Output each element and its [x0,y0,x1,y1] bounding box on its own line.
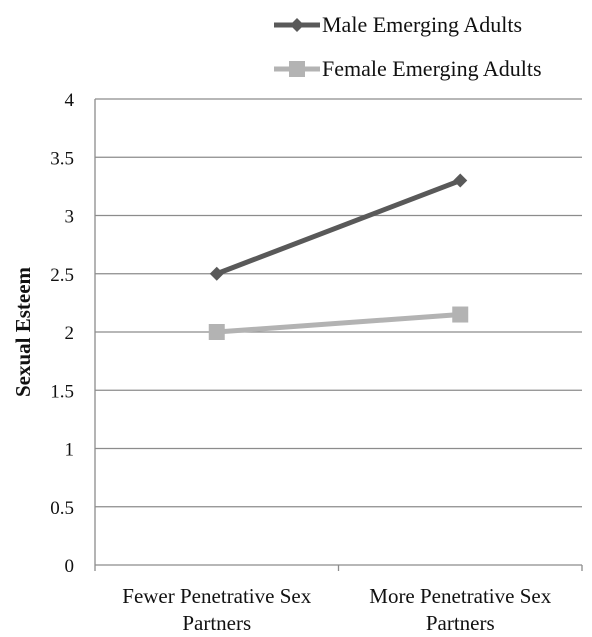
legend-marker [290,18,304,32]
series-line [216,312,461,335]
series-line [215,178,462,277]
gridlines [94,98,583,571]
y-tick-label: 0.5 [50,498,74,519]
y-tick-label: 3 [65,207,75,228]
series-2 [208,306,469,340]
legend-marker [289,61,305,77]
data-point [208,324,225,340]
legend-label: Female Emerging Adults [322,56,542,81]
y-tick-label: 1 [65,440,75,461]
legend: Male Emerging Adults Female Emerging Adul… [274,12,542,81]
x-category-label: Partners [426,611,495,635]
y-tick-label: 2 [65,323,75,344]
x-category-label: Fewer Penetrative Sex [122,584,311,608]
series-group [208,173,469,340]
y-tick-label: 3.5 [50,148,74,169]
y-axis-title: Sexual Esteem [11,266,35,397]
data-point [209,266,224,281]
series-1 [209,173,468,281]
x-category-labels: Fewer Penetrative Sex Partners More Penetr… [122,584,551,635]
y-tick-label: 2.5 [50,265,74,286]
y-tick-label: 4 [65,90,75,111]
legend-label: Male Emerging Adults [322,12,522,37]
data-point [452,306,469,323]
y-tick-label: 1.5 [50,381,74,402]
x-category-label: Partners [182,611,251,635]
x-category-label: More Penetrative Sex [369,584,551,608]
y-tick-labels: 0 0.5 1 1.5 2 2.5 3 3.5 4 [50,90,74,577]
legend-item: Female Emerging Adults [274,56,542,81]
legend-item: Male Emerging Adults [274,12,522,37]
data-point [453,173,468,188]
y-tick-label: 0 [65,556,75,577]
